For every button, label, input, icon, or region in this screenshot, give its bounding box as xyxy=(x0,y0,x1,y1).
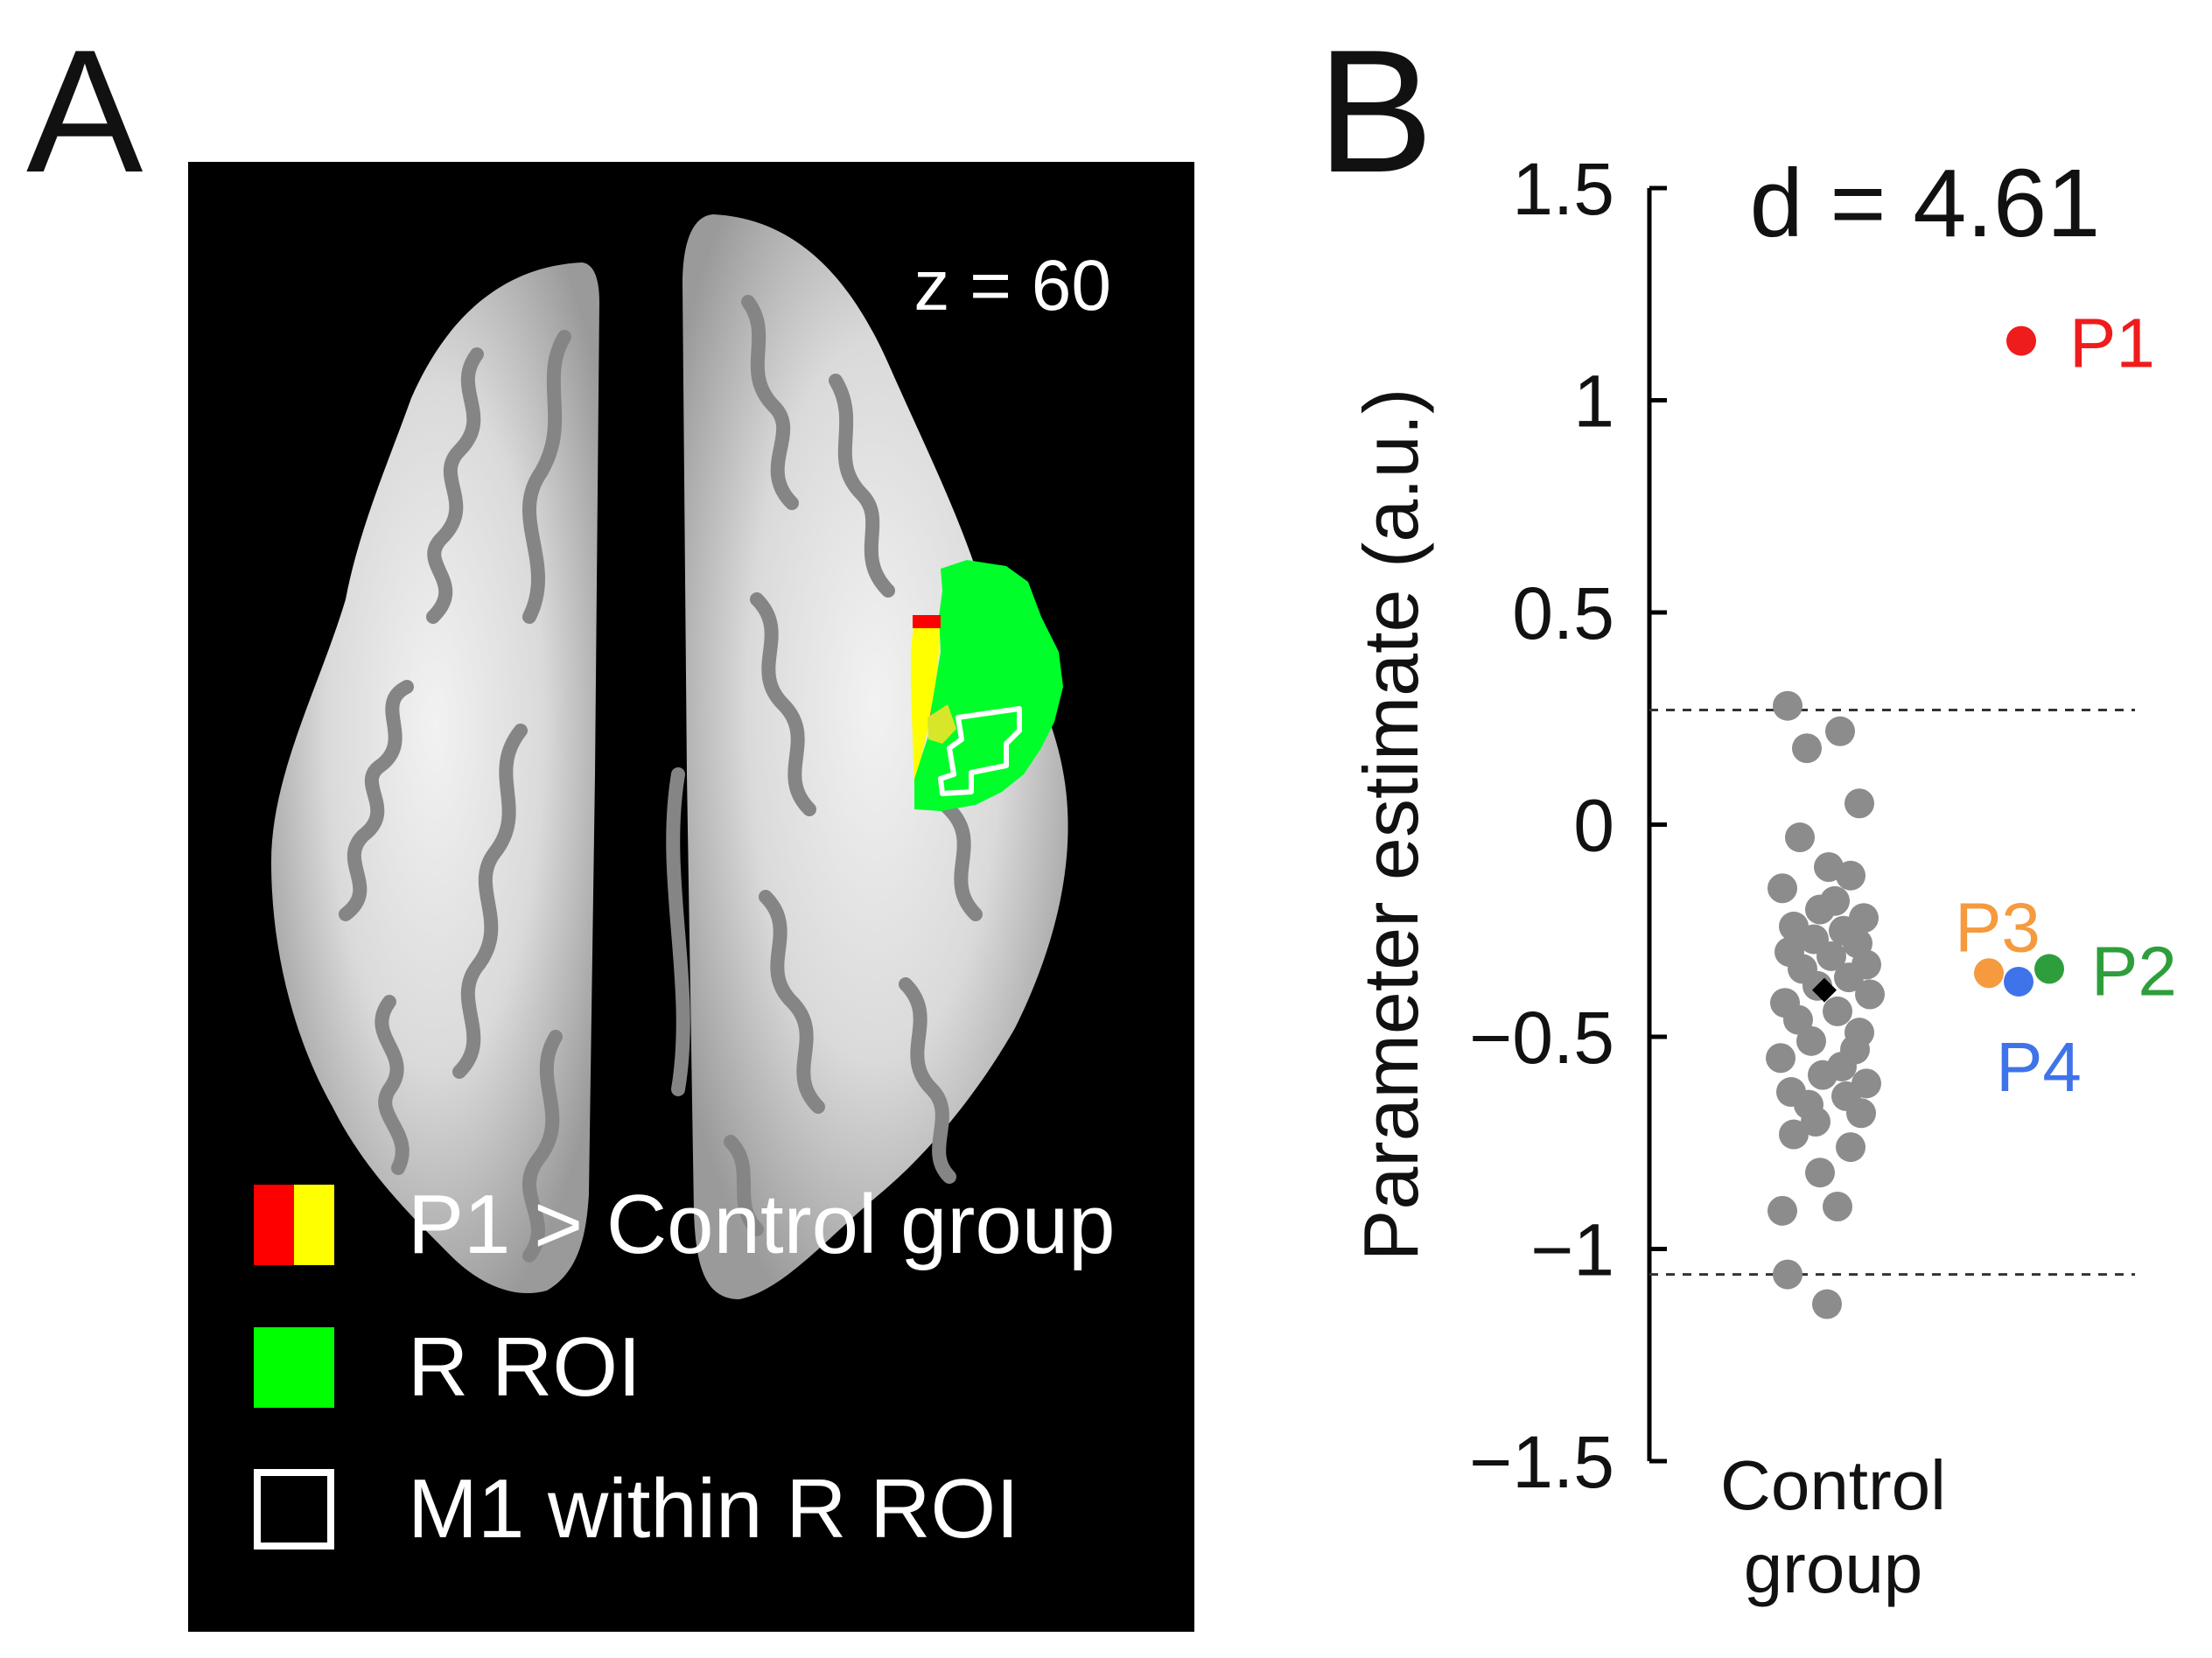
sulci xyxy=(339,295,983,1263)
patient-point-p2 xyxy=(2034,954,2064,984)
control-point xyxy=(1768,873,1797,904)
control-point xyxy=(1812,1289,1842,1319)
y-tick-label: 0.5 xyxy=(1512,572,1614,654)
control-point xyxy=(1823,996,1852,1026)
y-tick-label: 1.5 xyxy=(1512,148,1614,230)
control-point xyxy=(1836,860,1866,891)
m1-outline xyxy=(938,706,1022,796)
white-outline-swatch xyxy=(254,1469,334,1550)
p1-activation-yellow xyxy=(911,617,939,792)
panel-a-label: A xyxy=(26,14,144,209)
patient-point-p1 xyxy=(2006,325,2036,356)
control-point xyxy=(1808,1060,1838,1090)
control-point xyxy=(1834,962,1864,993)
patient-label-p1: P1 xyxy=(2069,304,2155,382)
patient-label-p2: P2 xyxy=(2091,932,2177,1010)
y-tick-label: 0 xyxy=(1573,785,1614,867)
control-point xyxy=(1766,1043,1796,1074)
green-swatch xyxy=(254,1327,334,1408)
x-axis-label: Control group xyxy=(1720,1446,1946,1607)
left-hemisphere xyxy=(271,262,599,1294)
control-point xyxy=(1792,733,1822,764)
control-point xyxy=(1844,788,1874,819)
y-axis-label: Parameter estimate (a.u.) xyxy=(1348,388,1434,1262)
control-point xyxy=(1796,1025,1826,1056)
panel-b-label: B xyxy=(1317,14,1434,209)
control-point xyxy=(1855,979,1885,1010)
control-point xyxy=(1805,1158,1835,1188)
patient-label-p3: P3 xyxy=(1955,888,2040,966)
effect-size-annotation: d = 4.61 xyxy=(1750,150,2101,257)
control-point xyxy=(1773,1259,1802,1290)
legend-item-m1: M1 within R ROI xyxy=(254,1462,1019,1556)
slice-label: z = 60 xyxy=(914,246,1111,325)
x-axis-label-line: Control xyxy=(1720,1446,1946,1524)
control-point xyxy=(1779,1119,1809,1150)
control-point xyxy=(1816,941,1846,971)
y-tick-label: −1 xyxy=(1530,1209,1614,1291)
control-point xyxy=(1801,1107,1830,1137)
legend-item-r-roi: R ROI xyxy=(254,1320,641,1414)
legend-label: R ROI xyxy=(408,1320,641,1414)
patient-label-p4: P4 xyxy=(1996,1028,2082,1106)
red-yellow-swatch xyxy=(254,1185,334,1265)
legend-label: M1 within R ROI xyxy=(408,1462,1019,1556)
patient-point-p3 xyxy=(1974,958,2004,989)
control-point xyxy=(1825,716,1855,746)
control-point xyxy=(1836,1132,1866,1163)
patient-point-p4 xyxy=(2004,966,2034,997)
control-point xyxy=(1785,822,1815,853)
x-axis-label-line: group xyxy=(1744,1529,1923,1607)
control-point xyxy=(1773,690,1802,721)
p1-activation-red xyxy=(913,615,941,628)
legend-item-p1: P1 > Control group xyxy=(254,1178,1116,1271)
control-point xyxy=(1768,1195,1797,1226)
legend-label: P1 > Control group xyxy=(408,1178,1116,1271)
y-tick-label: −1.5 xyxy=(1469,1421,1614,1503)
y-tick-label: 1 xyxy=(1573,360,1614,443)
control-mean-marker xyxy=(1812,977,1837,1003)
control-point xyxy=(1823,1192,1852,1221)
control-point xyxy=(1805,894,1835,925)
control-point xyxy=(1846,1098,1876,1129)
brain-slice-image xyxy=(271,214,1068,1299)
brain-panel: z = 60 P1 > Control group R ROI M1 withi… xyxy=(188,162,1194,1632)
activation-overlay xyxy=(911,560,1063,811)
control-point xyxy=(1783,1004,1813,1035)
y-tick-label: −0.5 xyxy=(1469,997,1614,1079)
